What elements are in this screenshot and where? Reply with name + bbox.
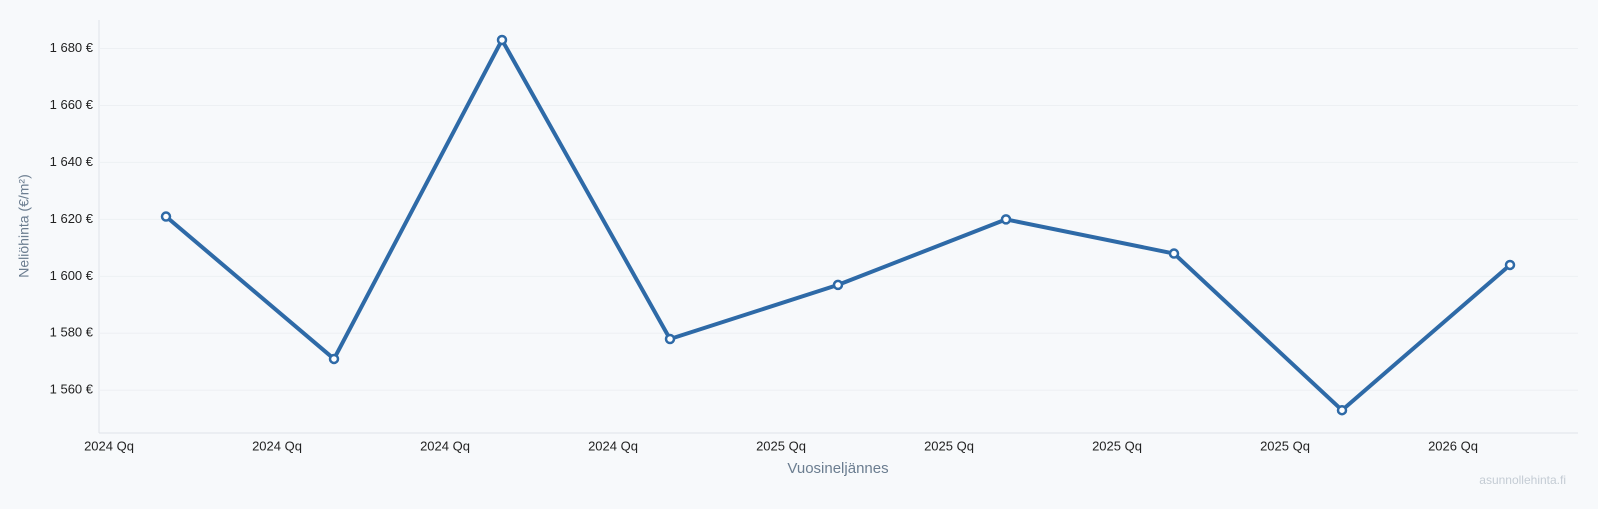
x-tick-label: 2025 Qq xyxy=(1260,438,1310,453)
point xyxy=(1504,259,1516,271)
watermark: asunnollehinta.fi xyxy=(1479,473,1566,487)
y-tick-label: 1 560 € xyxy=(50,382,94,397)
x-tick-label: 2024 Qq xyxy=(252,438,302,453)
x-tick-label: 2024 Qq xyxy=(420,438,470,453)
y-tick-label: 1 580 € xyxy=(50,325,94,340)
x-tick-label: 2025 Qq xyxy=(756,438,806,453)
x-tick-label: 2024 Qq xyxy=(84,438,134,453)
x-axis-title: Vuosineljännes xyxy=(787,460,888,477)
y-tick-label: 1 640 € xyxy=(50,154,94,169)
y-axis-title: Neliöhinta (€/m²) xyxy=(16,174,32,277)
x-tick-label: 2026 Qq xyxy=(1428,438,1478,453)
point xyxy=(1000,214,1012,225)
x-tick-label: 2025 Qq xyxy=(1092,438,1142,453)
point xyxy=(328,353,340,365)
x-tick-label: 2024 Qq xyxy=(588,438,638,453)
y-tick-label: 1 660 € xyxy=(50,97,94,112)
y-tick-label: 1 680 € xyxy=(50,40,94,55)
x-tick-label: 2025 Qq xyxy=(924,438,974,453)
point xyxy=(664,333,676,345)
y-tick-label: 1 600 € xyxy=(50,268,94,283)
point xyxy=(160,211,172,222)
point xyxy=(832,279,844,291)
y-tick-label: 1 620 € xyxy=(50,211,94,226)
point xyxy=(1336,404,1348,416)
point xyxy=(1168,248,1180,259)
point xyxy=(496,34,508,46)
